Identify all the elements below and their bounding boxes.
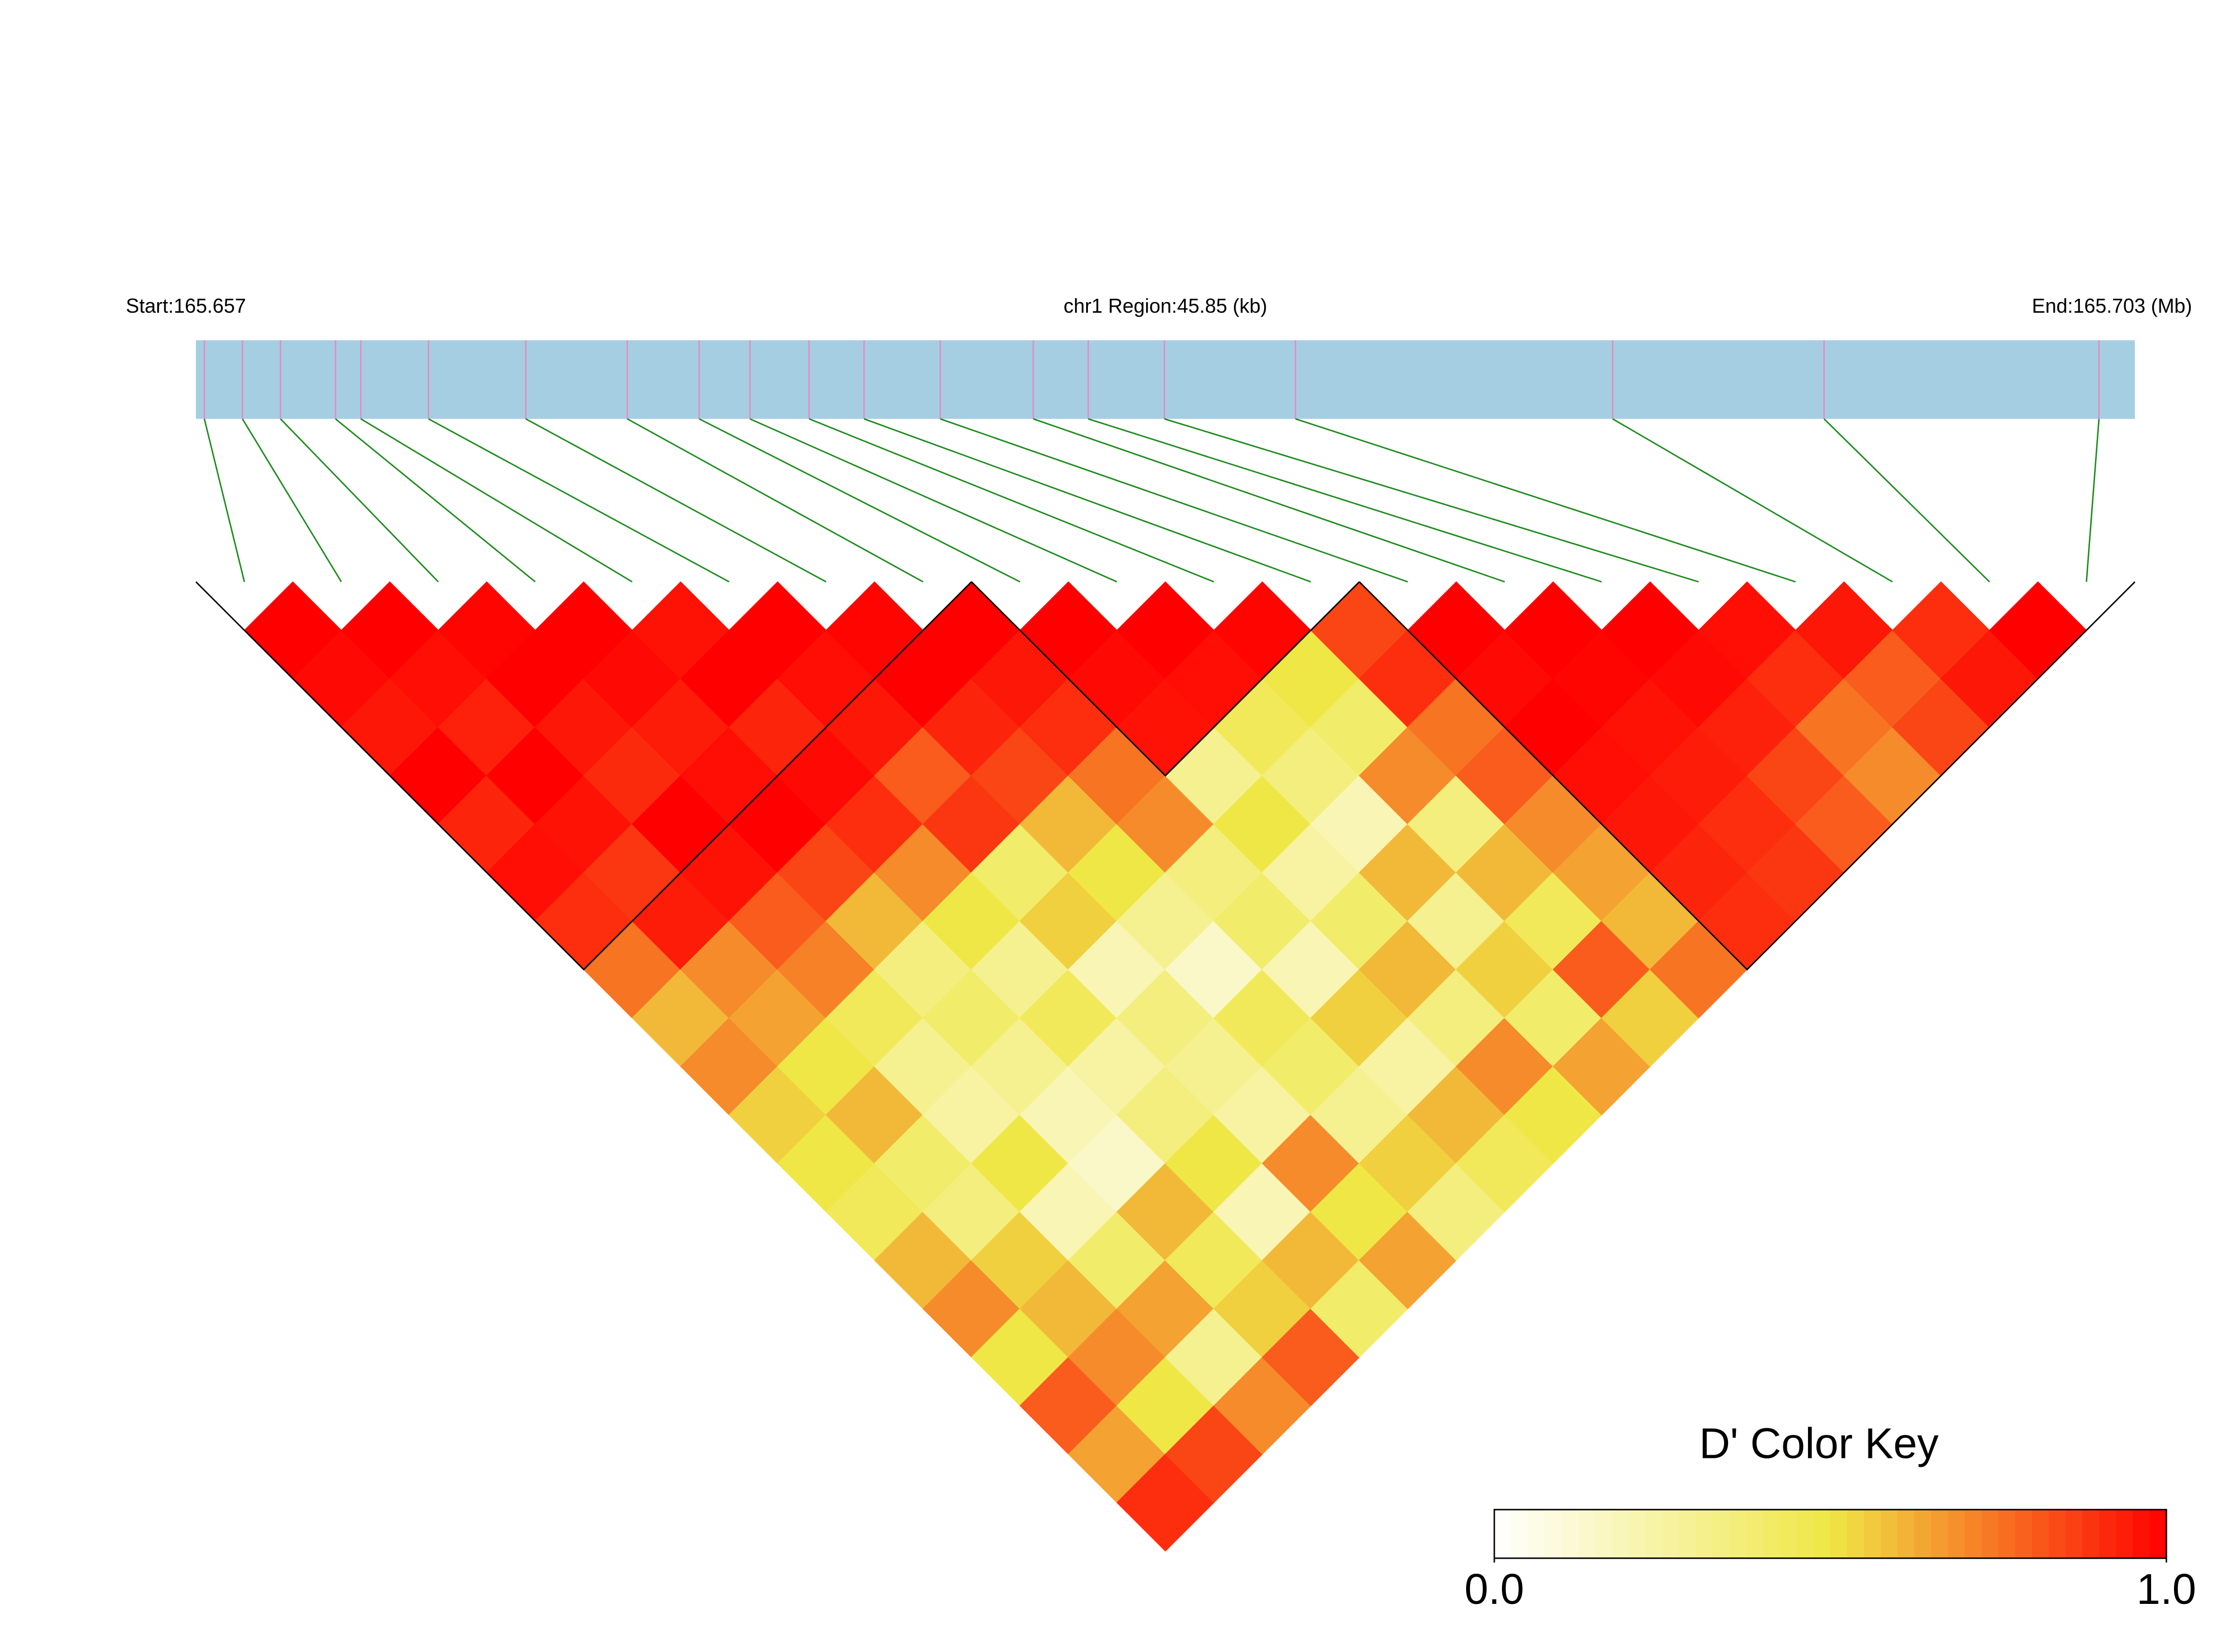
snp-link (1823, 418, 1990, 582)
key-swatch (1595, 1509, 1613, 1559)
snp-link (627, 418, 924, 583)
key-swatch (1763, 1509, 1781, 1559)
key-swatch (1914, 1509, 1932, 1559)
key-swatch (1578, 1509, 1596, 1559)
key-tick-label: 0.0 (1464, 1566, 1524, 1613)
snp-link (428, 418, 730, 583)
key-swatch (2032, 1509, 2050, 1559)
key-swatch (1897, 1509, 1915, 1559)
key-swatch (1746, 1509, 1764, 1559)
key-swatch (1561, 1509, 1579, 1559)
key-swatch (1544, 1509, 1562, 1559)
ld-block (971, 581, 1360, 777)
snp-link (280, 418, 439, 582)
snp-link (335, 418, 536, 583)
key-swatch (1511, 1509, 1529, 1559)
key-swatch (1965, 1509, 1983, 1559)
key-swatch (1863, 1509, 1882, 1559)
snp-link (749, 418, 1118, 583)
key-swatch (1880, 1509, 1899, 1559)
snp-link (242, 418, 342, 582)
key-swatch (2133, 1509, 2151, 1559)
ld-block (195, 581, 973, 971)
key-swatch (2099, 1509, 2117, 1559)
snp-link (940, 418, 1408, 583)
key-swatch (1779, 1509, 1798, 1559)
key-title: D' Color Key (1699, 1420, 1939, 1467)
key-swatch (1528, 1509, 1546, 1559)
key-swatch (1662, 1509, 1680, 1559)
position-bar (196, 340, 2135, 419)
snp-link (698, 418, 1021, 583)
key-frame (1494, 1509, 2167, 1559)
key-swatch (2049, 1509, 2067, 1559)
key-swatch (1813, 1509, 1832, 1559)
snp-link (1164, 418, 1699, 583)
key-swatch (1696, 1509, 1713, 1559)
snp-link (1033, 418, 1505, 583)
key-swatch (1948, 1509, 1966, 1559)
key-swatch (1796, 1509, 1815, 1559)
key-swatch (2065, 1509, 2083, 1559)
snp-link (203, 418, 245, 582)
snp-link (1088, 418, 1602, 583)
key-swatch (1830, 1509, 1848, 1559)
key-swatch (1645, 1509, 1663, 1559)
region-label: chr1 Region:45.85 (kb) (1064, 295, 1267, 317)
key-tick-label: 1.0 (2137, 1566, 2196, 1613)
key-swatch (1494, 1509, 1512, 1559)
key-swatch (1982, 1509, 1999, 1559)
snp-link (360, 418, 633, 583)
key-swatch (1612, 1509, 1630, 1559)
start-label: Start:165.657 (126, 295, 246, 317)
key-swatch (1847, 1509, 1865, 1559)
snp-link (1295, 418, 1796, 583)
key-swatch (2116, 1509, 2134, 1559)
end-label: End:165.703 (Mb) (2032, 295, 2192, 317)
key-swatch (1931, 1509, 1949, 1559)
snp-link (809, 418, 1214, 583)
key-swatch (2015, 1509, 2033, 1559)
key-swatch (1628, 1509, 1646, 1559)
key-swatch (1729, 1509, 1747, 1559)
snp-link (525, 418, 827, 583)
snp-link (1612, 418, 1893, 583)
snp-link (2086, 418, 2100, 582)
snp-link (863, 418, 1311, 583)
key-swatch (2082, 1509, 2100, 1559)
ld-block (1359, 581, 2136, 971)
key-swatch (1712, 1509, 1730, 1559)
key-swatch (2149, 1509, 2167, 1559)
key-swatch (1679, 1509, 1697, 1559)
key-swatch (1998, 1509, 2016, 1559)
